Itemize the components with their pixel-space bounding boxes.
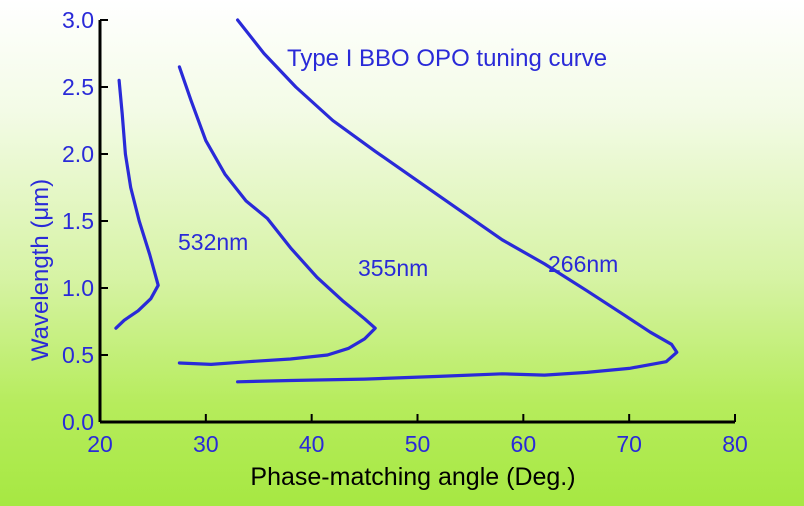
y-tick-label: 2.5: [62, 74, 94, 100]
chart-title: Type I BBO OPO tuning curve: [287, 45, 607, 72]
x-tick-label: 50: [405, 431, 431, 457]
series-layer: [114, 18, 679, 384]
series-line-355nm: [177, 65, 377, 366]
y-tick-label: 2.0: [62, 141, 94, 167]
y-tick-label: 0.5: [62, 342, 94, 368]
series-line-532nm: [114, 78, 160, 330]
x-tick-label: 40: [299, 431, 325, 457]
y-axis-title: Wavelength (μm): [27, 179, 54, 361]
x-tick-label: 20: [87, 431, 113, 457]
y-tick-label: 1.5: [62, 208, 94, 234]
series-line-266nm: [236, 18, 679, 384]
x-tick-label: 60: [511, 431, 537, 457]
x-axis-title: Phase-matching angle (Deg.): [250, 463, 575, 491]
x-tick-label: 70: [616, 431, 642, 457]
series-label-266nm: 266nm: [548, 251, 618, 277]
x-tick-label: 80: [722, 431, 748, 457]
tick-layer: 20 30 40 50 60 70 80 0.0 0.5 1.0 1.5 2.0 2.5 3.0: [62, 7, 748, 457]
x-tick-label: 30: [193, 431, 219, 457]
series-label-532nm: 532nm: [178, 229, 248, 255]
y-tick-label: 1.0: [62, 275, 94, 301]
y-tick-label: 3.0: [62, 7, 94, 33]
series-label-355nm: 355nm: [358, 255, 428, 281]
y-tick-label: 0.0: [62, 409, 94, 435]
